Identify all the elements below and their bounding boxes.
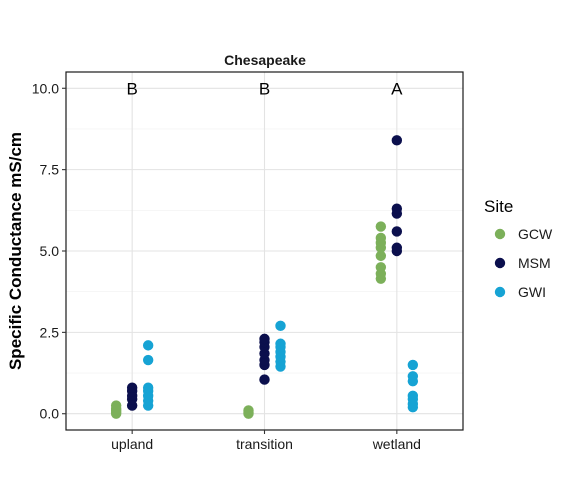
group-letter: B	[259, 79, 270, 98]
data-point-gwi	[407, 359, 419, 371]
legend: Site GCW MSM GWI	[484, 197, 553, 300]
data-point-gcw	[375, 221, 387, 232]
data-point-gwi	[142, 382, 154, 393]
x-axis: upland transition wetland	[111, 430, 421, 452]
legend-label-msm: MSM	[518, 255, 551, 271]
data-point-msm	[391, 203, 403, 214]
data-point-gwi	[142, 340, 154, 351]
y-tick-label: 10.0	[32, 80, 59, 96]
data-point-gcw	[375, 262, 387, 273]
legend-label-gwi: GWI	[518, 284, 546, 300]
legend-key-gcw	[494, 228, 506, 240]
legend-title: Site	[484, 197, 513, 216]
data-point-gcw	[110, 400, 122, 411]
chart-title: Chesapeake	[224, 52, 306, 68]
data-point-gwi	[407, 390, 419, 402]
group-letter: B	[126, 79, 137, 98]
data-point-msm	[259, 374, 270, 385]
data-point-msm	[126, 382, 138, 393]
y-axis: 0.0 2.5 5.0 7.5 10.0	[32, 80, 66, 422]
x-tick-label: transition	[236, 436, 293, 452]
y-axis-title: Specific Conductance mS/cm	[6, 132, 25, 370]
legend-label-gcw: GCW	[518, 226, 553, 242]
x-tick-label: wetland	[372, 436, 421, 452]
data-points	[110, 135, 419, 419]
data-point-gcw	[243, 405, 254, 416]
x-tick-label: upland	[111, 436, 153, 452]
legend-key-gwi	[494, 286, 506, 298]
legend-key-msm	[494, 257, 506, 269]
data-point-msm	[391, 226, 403, 237]
data-point-msm	[259, 333, 270, 345]
group-letter: A	[391, 79, 403, 98]
data-point-msm	[391, 135, 403, 146]
y-tick-label: 0.0	[40, 406, 60, 422]
data-point-gcw	[375, 232, 387, 244]
data-point-gwi	[142, 354, 154, 366]
data-point-gcw	[375, 250, 387, 262]
y-tick-label: 2.5	[40, 324, 60, 340]
y-tick-label: 5.0	[40, 243, 60, 259]
data-point-msm	[391, 242, 403, 253]
data-point-gwi	[407, 371, 419, 382]
data-point-gwi	[275, 320, 286, 332]
data-point-gwi	[275, 338, 286, 349]
y-tick-label: 7.5	[40, 162, 60, 178]
